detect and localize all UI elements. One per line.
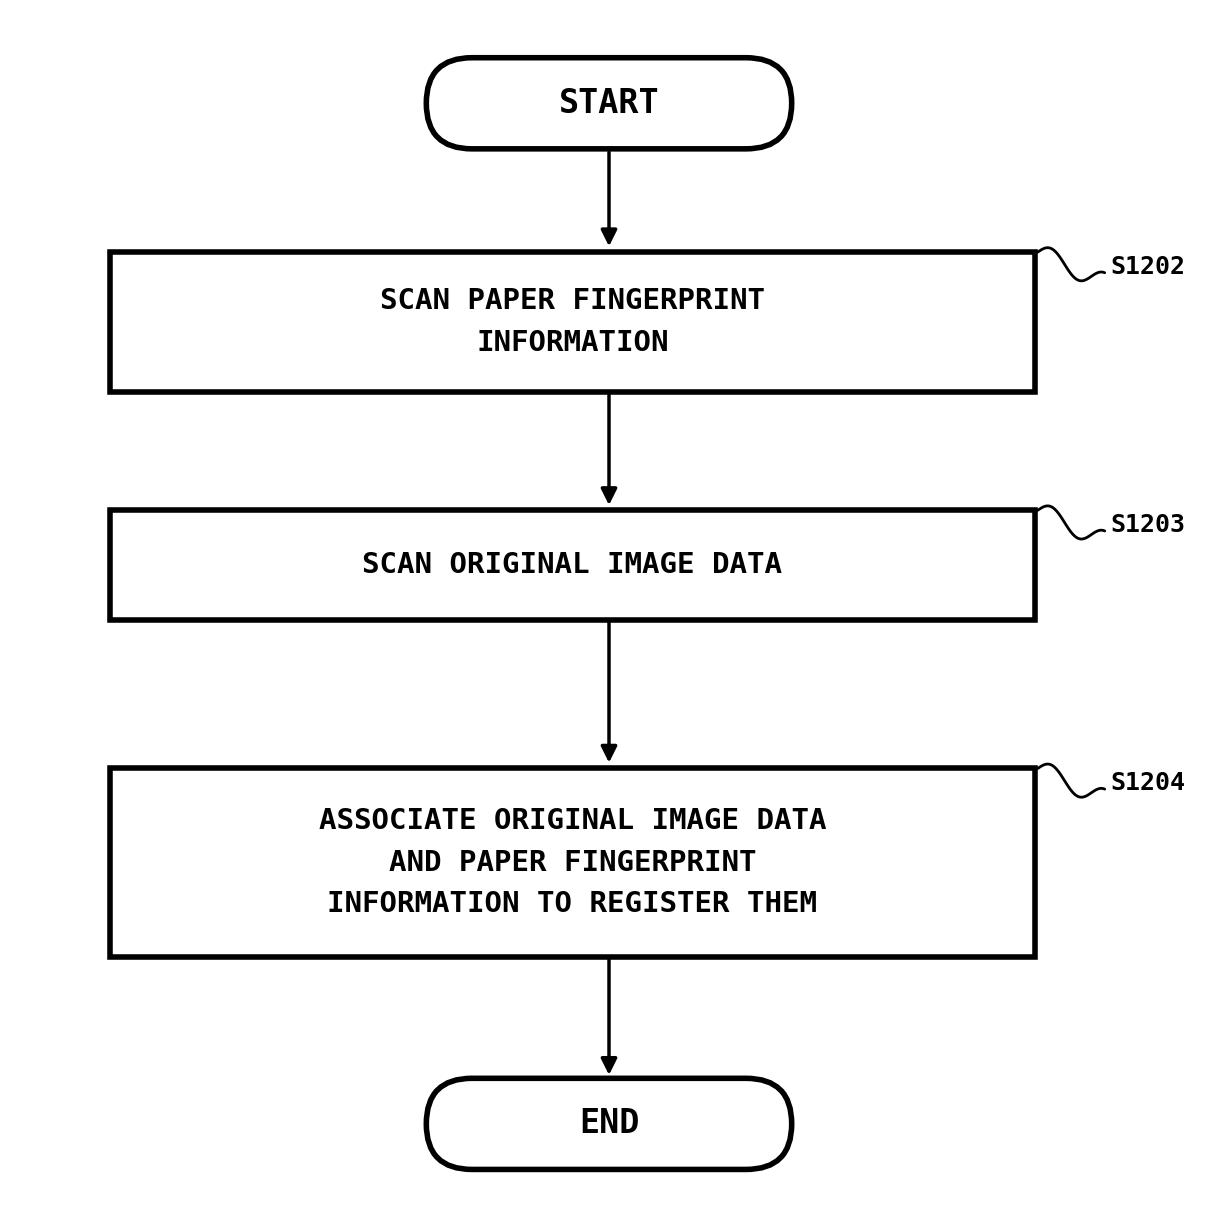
Text: ASSOCIATE ORIGINAL IMAGE DATA
AND PAPER FINGERPRINT
INFORMATION TO REGISTER THEM: ASSOCIATE ORIGINAL IMAGE DATA AND PAPER … bbox=[319, 808, 826, 917]
Text: END: END bbox=[579, 1107, 639, 1141]
Text: S1204: S1204 bbox=[1111, 772, 1186, 795]
Text: S1203: S1203 bbox=[1111, 513, 1186, 537]
FancyBboxPatch shape bbox=[426, 1079, 792, 1169]
Bar bbox=[110, 253, 1035, 391]
Text: S1202: S1202 bbox=[1111, 255, 1186, 278]
Bar bbox=[110, 769, 1035, 957]
Text: SCAN ORIGINAL IMAGE DATA: SCAN ORIGINAL IMAGE DATA bbox=[363, 550, 782, 580]
Text: SCAN PAPER FINGERPRINT
INFORMATION: SCAN PAPER FINGERPRINT INFORMATION bbox=[380, 288, 765, 356]
FancyBboxPatch shape bbox=[426, 58, 792, 148]
Text: START: START bbox=[559, 86, 659, 120]
Bar bbox=[110, 510, 1035, 620]
